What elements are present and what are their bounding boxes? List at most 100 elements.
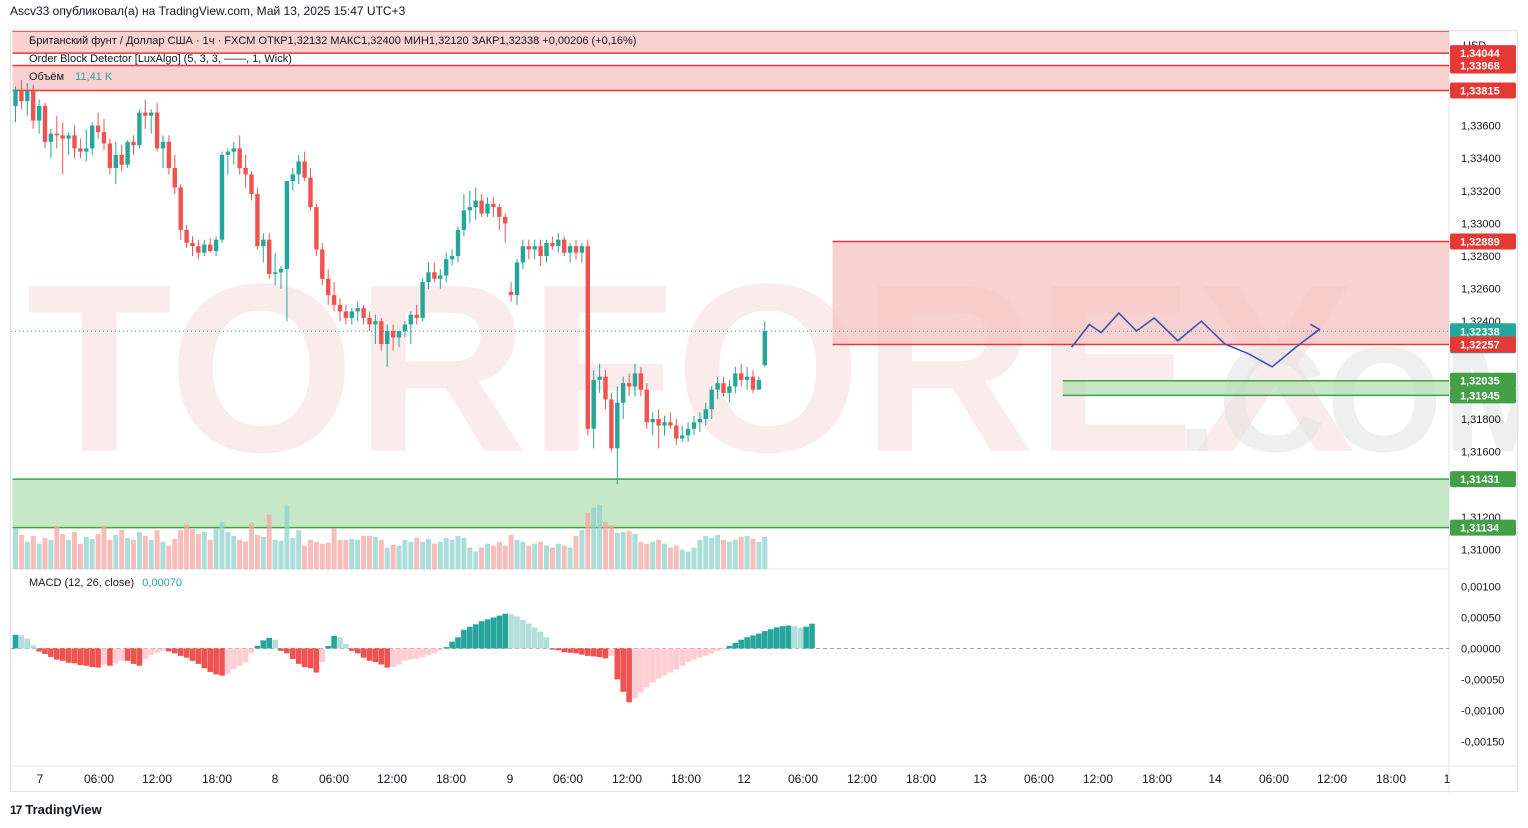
macd-histogram-bar	[65, 648, 72, 663]
candle-body	[756, 379, 762, 390]
candle-body	[290, 174, 295, 181]
volume-bar	[308, 539, 313, 569]
candle-body	[680, 435, 685, 439]
macd-histogram-bar	[443, 647, 449, 649]
volume-bar	[113, 534, 119, 569]
candle-body	[196, 246, 201, 253]
macd-histogram-bar	[154, 648, 160, 653]
candle-body	[556, 239, 561, 247]
candle-body	[231, 148, 236, 152]
volume-bar	[585, 512, 591, 569]
macd-histogram-bar	[762, 631, 768, 649]
time-tick-label: 12:00	[1083, 772, 1113, 786]
time-tick-label: 18:00	[1142, 772, 1172, 786]
candle-body	[143, 112, 148, 116]
candle-body	[284, 180, 290, 270]
macd-histogram-bar	[42, 648, 48, 654]
macd-histogram-bar	[520, 619, 526, 649]
macd-tick-label: 0,00000	[1461, 643, 1501, 655]
candle-body	[320, 249, 325, 279]
candle-body	[703, 409, 708, 420]
time-tick-label: 06:00	[1024, 772, 1054, 786]
macd-legend[interactable]: MACD (12, 26, close) 0,00070	[29, 577, 182, 589]
volume-bar	[608, 525, 614, 569]
candle-body	[208, 244, 213, 252]
macd-histogram-bar	[767, 629, 774, 649]
macd-histogram-bar	[307, 648, 314, 669]
macd-histogram-bar	[467, 626, 473, 649]
candle-body	[361, 308, 366, 318]
candle-body	[90, 125, 95, 149]
volume-bar	[237, 539, 243, 569]
macd-histogram-bar	[89, 648, 95, 667]
chart-panel[interactable]: TORFOREX.COM1,336001,334001,332001,33000…	[10, 30, 1519, 793]
candle-body	[638, 373, 644, 390]
macd-histogram-bar	[189, 648, 196, 661]
time-tick-label: 12:00	[1317, 772, 1347, 786]
macd-histogram-bar	[496, 615, 503, 649]
candle-body	[190, 242, 195, 247]
volume-bar	[656, 539, 662, 569]
macd-histogram-bar	[472, 624, 479, 649]
volume-bar	[54, 526, 60, 569]
publisher-line: Ascv33 опубликовал(а) на TradingView.com…	[10, 4, 406, 18]
macd-histogram-bar	[337, 637, 343, 649]
candle-body	[420, 282, 425, 318]
volume-bar	[378, 539, 384, 569]
time-tick-label: 06:00	[84, 772, 114, 786]
chart-canvas[interactable]: TORFOREX.COM1,336001,334001,332001,33000…	[11, 31, 1519, 793]
price-badge-text: 1,32035	[1460, 376, 1500, 388]
macd-histogram-bar	[349, 648, 355, 651]
symbol-legend[interactable]: Британский фунт / Доллар США · 1ч · FXCM…	[29, 35, 637, 47]
candle-body	[84, 148, 89, 152]
candle-body	[697, 419, 703, 423]
candle-body	[66, 135, 71, 139]
volume-bar	[426, 538, 431, 569]
macd-histogram-bar	[95, 648, 101, 668]
order-block-zone	[1062, 380, 1449, 396]
macd-histogram-bar	[703, 648, 709, 656]
macd-histogram-bar	[478, 621, 485, 649]
time-tick-label: 12:00	[377, 772, 407, 786]
candle-body	[385, 330, 390, 345]
candle-body	[95, 125, 101, 133]
tradingview-footer[interactable]: 17 TradingView	[10, 802, 102, 817]
time-tick-label: 06:00	[788, 772, 818, 786]
volume-bar	[738, 536, 744, 569]
macd-histogram-bar	[697, 648, 703, 658]
volume-bar	[473, 551, 479, 569]
candle-body	[632, 373, 638, 387]
macd-histogram-bar	[260, 640, 267, 649]
candle-body	[42, 105, 48, 142]
macd-histogram-bar	[756, 633, 762, 649]
volume-bar	[148, 539, 154, 569]
price-badge	[1450, 387, 1516, 404]
macd-histogram-bar	[360, 648, 367, 658]
macd-histogram-bar	[714, 648, 721, 651]
volume-bar	[142, 535, 148, 569]
macd-histogram-bar	[142, 648, 149, 659]
candle-body	[131, 141, 136, 146]
volume-bar	[119, 530, 125, 569]
candle-body	[550, 242, 555, 247]
price-badge-text: 1,31134	[1460, 523, 1500, 535]
macd-histogram-bar	[502, 613, 508, 649]
volume-legend[interactable]: Объём 11,41 K	[29, 71, 112, 83]
macd-label: MACD (12, 26, close)	[29, 577, 135, 589]
macd-histogram-bar	[378, 648, 385, 665]
volume-bar	[597, 504, 603, 569]
macd-histogram-bar	[254, 645, 261, 649]
candle-body	[160, 141, 166, 149]
price-tick-label: 1,32600	[1461, 284, 1501, 296]
candle-body	[78, 148, 83, 152]
macd-histogram-bar	[626, 648, 632, 703]
order-block-legend[interactable]: Order Block Detector [LuxAlgo] (5, 3, 3,…	[29, 53, 292, 65]
candle-body	[491, 203, 496, 208]
volume-bar	[125, 537, 131, 569]
macd-histogram-bar	[130, 648, 137, 664]
candle-body	[650, 419, 655, 423]
order-block-zone	[12, 31, 1449, 54]
volume-bar	[36, 543, 42, 569]
macd-histogram-bar	[59, 648, 66, 661]
volume-bar	[420, 541, 426, 569]
